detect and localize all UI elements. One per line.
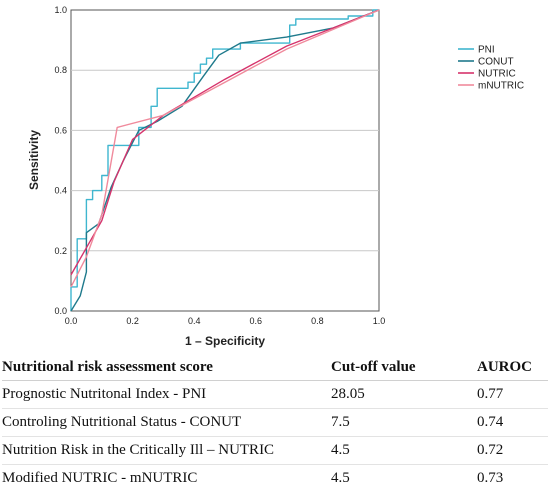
- x-tick-label: 0.8: [311, 316, 324, 326]
- y-tick-labels: 0.0 0.2 0.4 0.6 0.8 1.0: [54, 5, 67, 316]
- x-tick-label: 1.0: [373, 316, 386, 326]
- cutoff-value: 28.05: [331, 381, 477, 409]
- y-tick-label: 0.0: [54, 306, 67, 316]
- header-score: Nutritional risk assessment score: [2, 354, 331, 381]
- score-name: Prognostic Nutritonal Index - PNI: [2, 381, 331, 409]
- table-row: Controling Nutritional Status - CONUT 7.…: [2, 409, 548, 437]
- table-row: Nutrition Risk in the Critically Ill – N…: [2, 437, 548, 465]
- auroc-value: 0.74: [477, 409, 548, 437]
- score-name: Modified NUTRIC - mNUTRIC: [2, 465, 331, 492]
- x-tick-label: 0.0: [65, 316, 78, 326]
- x-axis-title: 1 – Specificity: [185, 334, 265, 348]
- x-tick-label: 0.2: [126, 316, 139, 326]
- auroc-value: 0.72: [477, 437, 548, 465]
- roc-chart: 0.0 0.2 0.4 0.6 0.8 1.0 0.0 0.2 0.4 0.6 0.8 1.0 Se…: [0, 0, 550, 350]
- score-table: Nutritional risk assessment score Cut-of…: [2, 354, 548, 492]
- score-name: Nutrition Risk in the Critically Ill – N…: [2, 437, 331, 465]
- table-row: Modified NUTRIC - mNUTRIC 4.5 0.73: [2, 465, 548, 492]
- cutoff-value: 7.5: [331, 409, 477, 437]
- auroc-value: 0.77: [477, 381, 548, 409]
- table-header-row: Nutritional risk assessment score Cut-of…: [2, 354, 548, 381]
- table-row: Prognostic Nutritonal Index - PNI 28.05 …: [2, 381, 548, 409]
- score-name: Controling Nutritional Status - CONUT: [2, 409, 331, 437]
- auroc-value: 0.73: [477, 465, 548, 492]
- y-axis-title: Sensitivity: [27, 130, 41, 190]
- y-tick-label: 0.2: [54, 246, 67, 256]
- legend-label-mnutric: mNUTRIC: [478, 81, 524, 92]
- cutoff-value: 4.5: [331, 437, 477, 465]
- y-tick-label: 0.4: [54, 186, 67, 196]
- legend-label-nutric: NUTRIC: [478, 69, 516, 80]
- x-tick-label: 0.6: [250, 316, 263, 326]
- x-tick-label: 0.4: [188, 316, 201, 326]
- legend-label-conut: CONUT: [478, 57, 514, 68]
- cutoff-value: 4.5: [331, 465, 477, 492]
- x-tick-labels: 0.0 0.2 0.4 0.6 0.8 1.0: [65, 316, 386, 326]
- y-tick-label: 1.0: [54, 5, 67, 15]
- y-tick-label: 0.8: [54, 65, 67, 75]
- plot-area: [71, 10, 379, 311]
- header-cutoff: Cut-off value: [331, 354, 477, 381]
- legend-label-pni: PNI: [478, 45, 495, 56]
- header-auroc: AUROC: [477, 354, 548, 381]
- y-tick-label: 0.6: [54, 125, 67, 135]
